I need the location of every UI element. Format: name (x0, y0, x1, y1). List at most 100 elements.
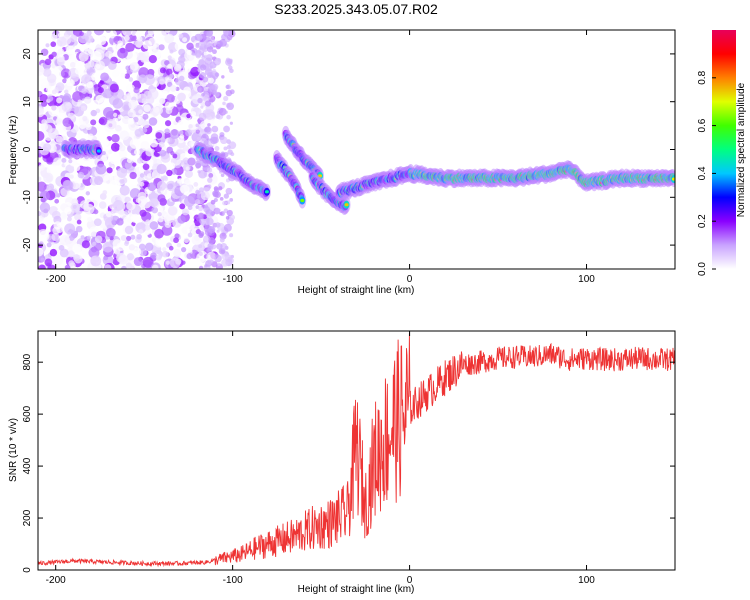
heatmap-cell (83, 96, 92, 104)
spectrogram-ytick-label: 20 (22, 48, 33, 60)
heatmap-cell (93, 175, 104, 186)
heatmap-cell (130, 234, 136, 240)
heatmap-cell (43, 208, 49, 214)
heatmap-cell (119, 130, 130, 141)
heatmap-cell (217, 208, 221, 212)
heatmap-cell (165, 68, 173, 76)
heatmap-cell (186, 253, 193, 260)
heatmap-cell (128, 77, 134, 82)
heatmap-cell (219, 212, 223, 216)
heatmap-cell (176, 179, 182, 184)
heatmap-cell (178, 33, 184, 39)
heatmap-cell (126, 200, 136, 211)
heatmap-cell (162, 175, 168, 181)
spectrogram-xtick-label: 100 (578, 274, 595, 285)
heatmap-cell (98, 201, 107, 209)
heatmap-cell (671, 177, 675, 181)
heatmap-cell (127, 118, 135, 125)
heatmap-cell (207, 123, 211, 127)
heatmap-cell (218, 186, 223, 191)
heatmap-cell (166, 169, 173, 177)
heatmap-cell (206, 71, 213, 78)
heatmap-cell (118, 254, 129, 265)
heatmap-cell (157, 212, 162, 217)
heatmap-cell (174, 233, 180, 239)
heatmap-cell (50, 41, 57, 48)
heatmap-cell (135, 39, 144, 48)
heatmap-cell (196, 34, 203, 41)
heatmap-cell (185, 166, 190, 171)
snr-xtick-label: 100 (578, 575, 595, 586)
heatmap-cell (155, 236, 166, 247)
heatmap-cell (86, 81, 94, 89)
heatmap-cell (60, 68, 72, 79)
heatmap-cell (98, 97, 109, 109)
heatmap-cell (148, 55, 157, 64)
heatmap-cell (90, 255, 102, 267)
heatmap-cell (43, 78, 48, 83)
heatmap-cell (62, 78, 67, 84)
heatmap-cell (222, 101, 226, 106)
heatmap-cell (93, 218, 102, 227)
heatmap-cell (55, 82, 65, 92)
spectrogram-xlabel: Height of straight line (km) (298, 285, 415, 296)
heatmap-cell (133, 41, 138, 46)
heatmap-cell (38, 106, 45, 116)
heatmap-cell (138, 109, 143, 114)
heatmap-cell (156, 30, 167, 42)
heatmap-cell (227, 149, 233, 155)
heatmap-cell (76, 219, 82, 225)
heatmap-cell (198, 265, 204, 269)
heatmap-cell (40, 123, 49, 131)
heatmap-cell (211, 125, 219, 133)
heatmap-cell (181, 247, 187, 253)
heatmap-cell (84, 62, 91, 70)
heatmap-cell (215, 114, 221, 120)
colorbar-tick-label: 0.6 (697, 118, 708, 132)
heatmap-cell (39, 94, 49, 103)
heatmap-cell (166, 81, 173, 88)
heatmap-cell (86, 235, 91, 240)
heatmap-cell (65, 264, 71, 269)
heatmap-cell (126, 84, 135, 93)
heatmap-cell (61, 157, 67, 163)
heatmap-cell (90, 50, 102, 62)
heatmap-cell (156, 163, 167, 175)
heatmap-cell (219, 196, 224, 201)
heatmap-cell (59, 235, 71, 246)
snr-line (38, 332, 675, 568)
heatmap-cell (113, 247, 121, 255)
heatmap-cell (68, 159, 73, 164)
heatmap-cell (145, 219, 151, 225)
heatmap-cell (151, 264, 159, 269)
heatmap-cell (41, 119, 48, 125)
heatmap-cell (66, 30, 76, 36)
heatmap-cell (91, 72, 100, 81)
heatmap-cell (96, 124, 101, 130)
heatmap-cell (186, 49, 192, 56)
colorbar-label: Normalized spectral amplitude (736, 82, 747, 217)
heatmap-cell (226, 209, 233, 217)
heatmap-cell (168, 206, 178, 216)
heatmap-cell (217, 58, 221, 62)
heatmap-cell (128, 131, 135, 138)
heatmap-cell (203, 87, 209, 92)
heatmap-cell (96, 35, 107, 46)
heatmap-cell (114, 124, 122, 132)
heatmap-cell (128, 99, 138, 110)
heatmap-cell (184, 169, 193, 178)
heatmap-cell (206, 213, 211, 219)
heatmap-cell (98, 116, 108, 126)
heatmap-cell (147, 182, 157, 192)
heatmap-cell (109, 83, 119, 93)
heatmap-cell (132, 162, 137, 167)
heatmap-cell (123, 216, 133, 226)
heatmap-cell (77, 99, 82, 104)
heatmap-cell (195, 162, 202, 169)
heatmap-cell (179, 134, 185, 139)
heatmap-cell (110, 142, 120, 152)
heatmap-cell (55, 117, 63, 125)
heatmap-cell (178, 75, 185, 82)
heatmap-cell (200, 191, 206, 197)
